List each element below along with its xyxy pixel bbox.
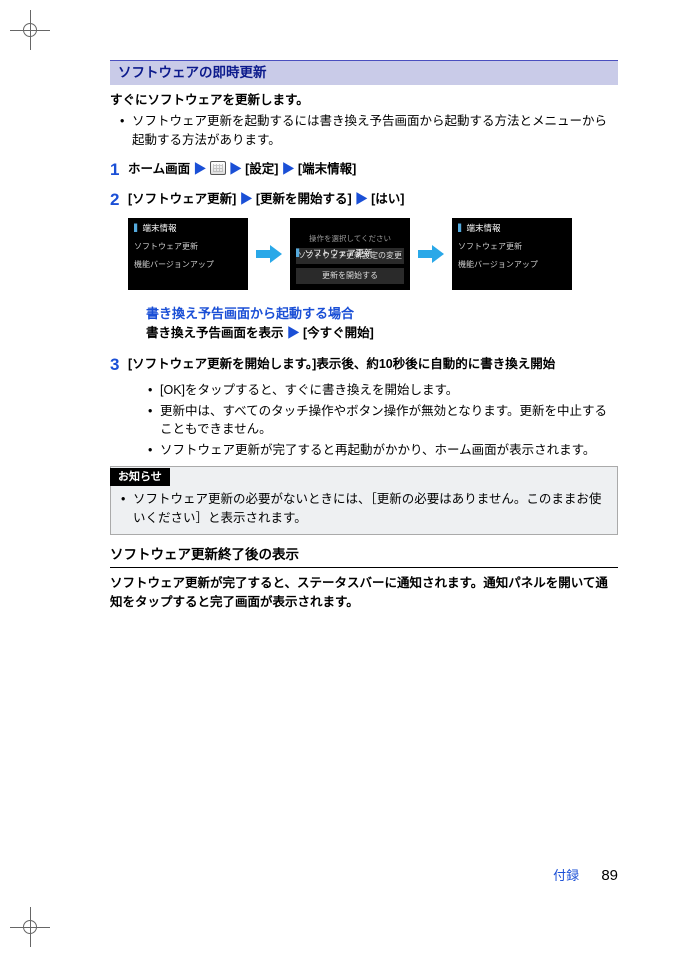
shot-header: ▍端末情報 — [134, 222, 242, 235]
intro-bullet-list: ソフトウェア更新を起動するには書き換え予告画面から起動する方法とメニューから起動… — [110, 112, 618, 150]
arrow-icon: ▶ — [287, 326, 300, 340]
app-grid-icon — [210, 161, 226, 175]
notice-bullet: ソフトウェア更新の必要がないときには、［更新の必要はありません。このままお使いく… — [133, 490, 609, 528]
after-update-paragraph: ソフトウェア更新が完了すると、ステータスバーに通知されます。通知パネルを開いて通… — [110, 574, 618, 612]
step2-part-1: [更新を開始する] — [256, 192, 352, 206]
screenshot-left: ▍端末情報 ソフトウェア更新 機能バージョンアップ — [128, 218, 248, 290]
step-1-body: ホーム画面 ▶ ▶ [設定] ▶ [端末情報] — [128, 160, 618, 179]
shot-row: 機能バージョンアップ — [458, 259, 566, 271]
shot-label: 操作を選択してください — [296, 233, 404, 244]
notice-tab: お知らせ — [110, 468, 170, 487]
arrow-icon: ▶ — [194, 162, 207, 176]
step-number: 3 — [110, 355, 128, 375]
flow-arrow-icon — [418, 244, 444, 264]
shot-row: 機能バージョンアップ — [134, 259, 242, 271]
shot-row: ソフトウェア更新 — [134, 241, 242, 253]
notice-box: お知らせ ソフトウェア更新の必要がないときには、［更新の必要はありません。このま… — [110, 466, 618, 535]
section-heading: ソフトウェアの即時更新 — [110, 60, 618, 85]
screenshot-middle: ▍ソフトウェア更新 操作を選択してください ソフトウェア更新設定の変更 更新を開… — [290, 218, 410, 290]
step-2-body: [ソフトウェア更新] ▶ [更新を開始する] ▶ [はい] — [128, 190, 618, 209]
intro-sentence: すぐにソフトウェアを更新します。 — [110, 91, 618, 110]
arrow-icon: ▶ — [355, 192, 368, 206]
step1-part-0: ホーム画面 — [128, 162, 190, 176]
step2-part-0: [ソフトウェア更新] — [128, 192, 236, 206]
shot-button: 更新を開始する — [296, 268, 404, 284]
page-content: ソフトウェアの即時更新 すぐにソフトウェアを更新します。 ソフトウェア更新を起動… — [110, 60, 618, 612]
step3-bullet: ソフトウェア更新が完了すると再起動がかかり、ホーム画面が表示されます。 — [160, 441, 618, 460]
step1-part-2: [端末情報] — [298, 162, 356, 176]
flow-arrow-icon — [256, 244, 282, 264]
screenshot-right: ▍端末情報 ソフトウェア更新 機能バージョンアップ — [452, 218, 572, 290]
shot-row: ソフトウェア更新 — [458, 241, 566, 253]
arrow-icon: ▶ — [229, 162, 242, 176]
intro-bullet-item: ソフトウェア更新を起動するには書き換え予告画面から起動する方法とメニューから起動… — [132, 112, 618, 150]
arrow-icon: ▶ — [240, 192, 253, 206]
page-footer: 付録 89 — [553, 865, 618, 888]
step-1: 1 ホーム画面 ▶ ▶ [設定] ▶ [端末情報] — [110, 160, 618, 180]
shot-header: ▍ソフトウェア更新 — [296, 247, 373, 260]
alt-launch-title: 書き換え予告画面から起動する場合 — [146, 304, 618, 324]
step2-part-2: [はい] — [371, 192, 404, 206]
step3-bullet: 更新中は、すべてのタッチ操作やボタン操作が無効となります。更新を中止することもで… — [160, 402, 618, 440]
crop-mark-top-left — [10, 10, 50, 50]
crop-mark-bottom-left — [10, 907, 50, 947]
step1-part-1: [設定] — [245, 162, 278, 176]
step-number: 2 — [110, 190, 128, 210]
step-number: 1 — [110, 160, 128, 180]
page-number: 89 — [601, 867, 618, 884]
notice-body: ソフトウェア更新の必要がないときには、［更新の必要はありません。このままお使いく… — [111, 486, 617, 534]
screenshot-row: ▍端末情報 ソフトウェア更新 機能バージョンアップ ▍ソフトウェア更新 操作を選… — [128, 218, 618, 290]
alt-launch-line: 書き換え予告画面を表示 ▶ [今すぐ開始] — [146, 324, 618, 343]
step3-bullet: [OK]をタップすると、すぐに書き換えを開始します。 — [160, 381, 618, 400]
step-3: 3 [ソフトウェア更新を開始します。]表示後、約10秒後に自動的に書き換え開始 — [110, 355, 618, 375]
after-update-heading: ソフトウェア更新終了後の表示 — [110, 545, 618, 568]
arrow-icon: ▶ — [282, 162, 295, 176]
step-3-body: [ソフトウェア更新を開始します。]表示後、約10秒後に自動的に書き換え開始 — [128, 355, 618, 374]
footer-section-label: 付録 — [553, 868, 579, 883]
alt-launch-suffix: [今すぐ開始] — [303, 326, 374, 340]
step-2: 2 [ソフトウェア更新] ▶ [更新を開始する] ▶ [はい] — [110, 190, 618, 210]
alt-launch-prefix: 書き換え予告画面を表示 — [146, 326, 284, 340]
shot-header: ▍端末情報 — [458, 222, 566, 235]
step-3-notes: [OK]をタップすると、すぐに書き換えを開始します。 更新中は、すべてのタッチ操… — [146, 381, 618, 460]
